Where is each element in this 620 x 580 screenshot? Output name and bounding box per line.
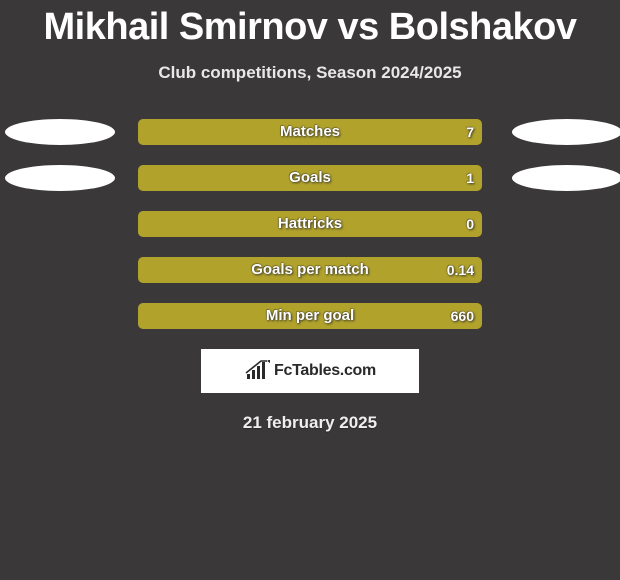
- brand-box: FcTables.com: [201, 349, 419, 393]
- stat-value: 0.14: [447, 257, 474, 283]
- page-title: Mikhail Smirnov vs Bolshakov: [0, 0, 620, 49]
- stat-bar: Goals per match0.14: [138, 257, 482, 283]
- page-subtitle: Club competitions, Season 2024/2025: [0, 63, 620, 83]
- stat-bar: Matches7: [138, 119, 482, 145]
- stat-bar: Min per goal660: [138, 303, 482, 329]
- stat-label: Goals: [138, 165, 482, 191]
- brand-label: FcTables.com: [274, 362, 376, 380]
- player-left-oval: [5, 119, 115, 145]
- stat-row: Goals per match0.14: [0, 257, 620, 283]
- stat-value: 1: [466, 165, 474, 191]
- stat-bar: Goals1: [138, 165, 482, 191]
- stat-label: Min per goal: [138, 303, 482, 329]
- stat-label: Goals per match: [138, 257, 482, 283]
- stat-row: Matches7: [0, 119, 620, 145]
- stat-bar: Hattricks0: [138, 211, 482, 237]
- stat-value: 7: [466, 119, 474, 145]
- stat-row: Goals1: [0, 165, 620, 191]
- stats-container: Matches7Goals1Hattricks0Goals per match0…: [0, 119, 620, 329]
- player-right-oval: [512, 119, 620, 145]
- stat-row: Min per goal660: [0, 303, 620, 329]
- stat-label: Hattricks: [138, 211, 482, 237]
- stat-label: Matches: [138, 119, 482, 145]
- stat-row: Hattricks0: [0, 211, 620, 237]
- stat-value: 0: [466, 211, 474, 237]
- bar-chart-icon: [244, 360, 272, 382]
- stat-value: 660: [451, 303, 474, 329]
- footer-date: 21 february 2025: [0, 413, 620, 433]
- player-left-oval: [5, 165, 115, 191]
- player-right-oval: [512, 165, 620, 191]
